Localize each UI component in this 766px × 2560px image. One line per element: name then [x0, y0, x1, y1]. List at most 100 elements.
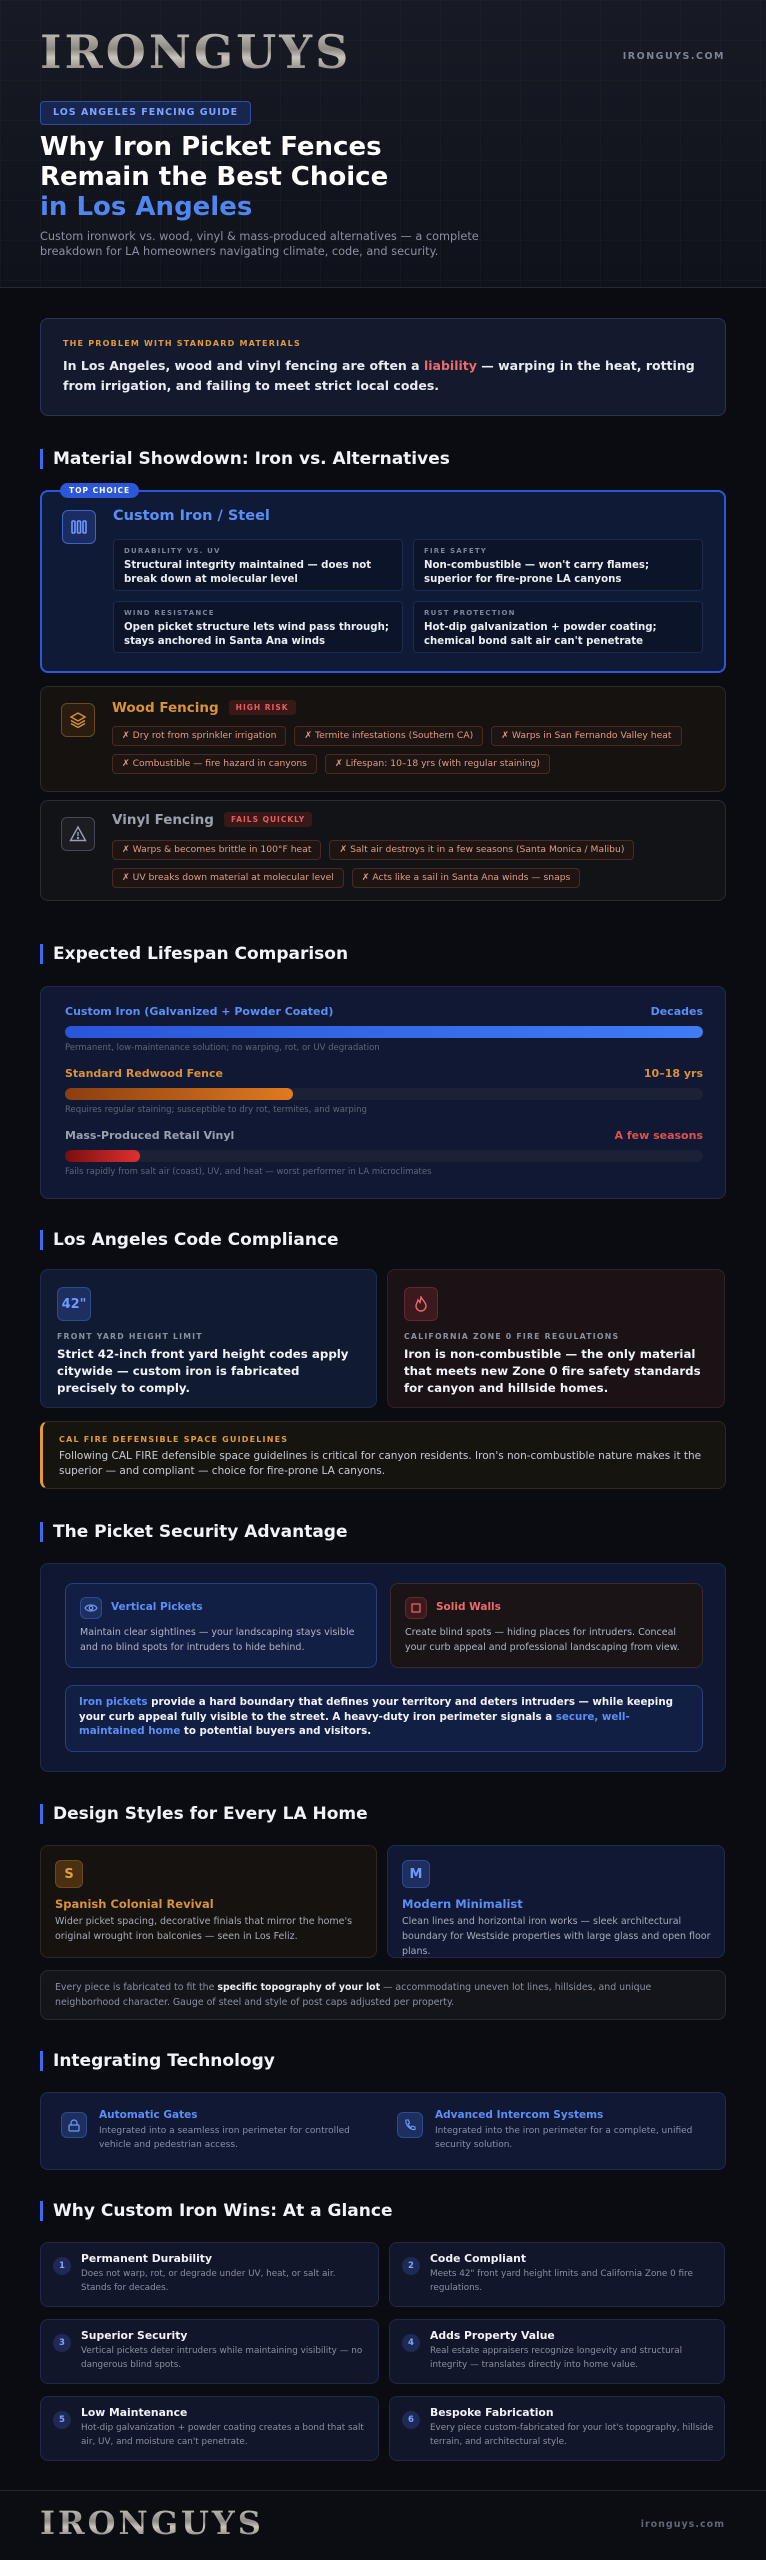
title-line: Why Iron Picket Fences [40, 132, 382, 162]
issue-pill: ✗ Salt air destroys it in a few seasons … [329, 840, 635, 860]
title: Why Iron Picket Fences Remain the Best C… [40, 132, 388, 222]
row-name: Mass-Produced Retail Vinyl [65, 1129, 235, 1142]
vinyl-icon [61, 817, 95, 851]
icon-graphic [415, 1296, 427, 1312]
cell-label: DURABILITY VS. UV [124, 547, 221, 555]
footer: IRONGUYS ironguys.com [0, 2490, 766, 2560]
icon-graphic [69, 825, 87, 842]
row-note: Fails rapidly from salt air (coast), UV,… [65, 1167, 432, 1177]
issue-list: ✗ Dry rot from sprinkler irrigation ✗ Ter… [112, 726, 712, 774]
lifespan-row: Standard Redwood Fence 10–18 yrs Requires … [65, 1067, 703, 1117]
row-name: Standard Redwood Fence [65, 1067, 223, 1080]
header: IRONGUYS IRONGUYS.COM LOS ANGELES FENCIN… [0, 0, 766, 288]
spanish-card: S Spanish Colonial Revival Wider picket … [40, 1845, 377, 1958]
card-title: Vertical Pickets [111, 1601, 203, 1613]
section-heading: Los Angeles Code Compliance [40, 1230, 339, 1250]
issue-pill: ✗ Warps in San Fernando Valley heat [491, 726, 682, 746]
bar-fill [65, 1150, 141, 1162]
title-line: in Los Angeles [40, 192, 253, 222]
height-card: 42" FRONT YARD HEIGHT LIMIT Strict 42-in… [40, 1269, 377, 1408]
item-text: Integrated into a seamless iron perimete… [99, 2126, 350, 2150]
cell-label: RUST PROTECTION [424, 609, 516, 617]
section-heading: Integrating Technology [40, 2051, 275, 2071]
vinyl-card: Vinyl Fencing FAILS QUICKLY ✗ Warps & bec… [40, 800, 726, 901]
bar-track [65, 1026, 703, 1038]
win-card: 1 Permanent Durability Does not warp, rot,… [40, 2242, 379, 2307]
material-name: Custom Iron / Steel [113, 508, 270, 524]
technology-panel: Automatic Gates Integrated into a seamle… [40, 2092, 726, 2170]
problem-text: In Los Angeles, wood and vinyl fencing a… [63, 356, 703, 396]
icon-shape [69, 825, 87, 842]
lifespan-row: Mass-Produced Retail Vinyl A few seasons F… [65, 1129, 703, 1179]
cell-text: Open picket structure lets wind pass thr… [124, 622, 389, 647]
bar-fill [65, 1026, 703, 1038]
win-text: Hot-dip galvanization + powder coating c… [81, 2423, 364, 2447]
fabrication-note: Every piece is fabricated to fit the spe… [40, 1970, 726, 2020]
feature-cell: FIRE SAFETY Non-combustible — won't carry… [413, 539, 703, 591]
icon-shape [69, 712, 87, 722]
footer-url: ironguys.com [640, 2519, 725, 2530]
icon-graphic [84, 1604, 98, 1612]
wood-icon [61, 703, 95, 737]
win-number: 6 [402, 2411, 420, 2429]
phone-icon [397, 2112, 423, 2138]
feature-cell: WIND RESISTANCE Open picket structure let… [113, 601, 403, 653]
lifespan-row: Custom Iron (Galvanized + Powder Coated)… [65, 1005, 703, 1055]
win-card: 3 Superior Security Vertical pickets deter… [40, 2319, 379, 2384]
highlight: specific topography of your lot [217, 1982, 381, 1993]
icon-shape [70, 722, 86, 729]
icon-shape [70, 2118, 78, 2125]
win-title: Adds Property Value [430, 2329, 555, 2342]
issue-pill: ✗ Lifespan: 10–18 yrs (with regular stai… [324, 754, 550, 774]
icon-shape [71, 520, 87, 534]
text: provide a hard boundary that defines you… [79, 1696, 674, 1723]
issue-pill: ✗ Dry rot from sprinkler irrigation [112, 726, 287, 746]
fire-card: CALIFORNIA ZONE 0 FIRE REGULATIONS Iron … [387, 1269, 725, 1408]
issue-list: ✗ Warps & becomes brittle in 100°F heat ✗… [112, 840, 712, 888]
win-card: 2 Code Compliant Meets 42" front yard heig… [389, 2242, 725, 2307]
logo: IRONGUYS [40, 25, 352, 79]
issue-pill: ✗ Combustible — fire hazard in canyons [112, 754, 317, 774]
text: — accommodating uneven lot lines, hillsi… [55, 1982, 652, 2008]
problem-label: THE PROBLEM WITH STANDARD MATERIALS [63, 339, 301, 348]
text: In Los Angeles, wood and vinyl fencing a… [63, 358, 424, 373]
icon-graphic [69, 712, 87, 729]
text: to potential buyers and visitors. [180, 1725, 372, 1737]
row-value: Decades [650, 1005, 703, 1018]
calfire-label: CAL FIRE DEFENSIBLE SPACE GUIDELINES [59, 1435, 289, 1444]
walls-card: Solid Walls Create blind spots — hiding … [390, 1583, 703, 1668]
card-title: Spanish Colonial Revival [55, 1897, 214, 1911]
text: — warping in the heat, rotting from irri… [63, 358, 695, 393]
win-card: 5 Low Maintenance Hot-dip galvanization + … [40, 2396, 379, 2461]
row-value: 10–18 yrs [643, 1067, 703, 1080]
win-title: Low Maintenance [81, 2406, 188, 2419]
row-note: Permanent, low-maintenance solution; no … [65, 1043, 380, 1053]
eye-icon [80, 1597, 102, 1619]
section-heading: Design Styles for Every LA Home [40, 1804, 368, 1824]
card-label: FRONT YARD HEIGHT LIMIT [57, 1332, 203, 1341]
calfire-text: Following CAL FIRE defensible space guid… [59, 1450, 702, 1477]
site-url: IRONGUYS.COM [622, 51, 725, 62]
icon-graphic [68, 2118, 80, 2132]
footer-logo: IRONGUYS [40, 2504, 264, 2542]
style-icon: M [402, 1860, 430, 1888]
win-number: 3 [53, 2334, 71, 2352]
icon-shape [405, 2119, 416, 2131]
subtitle: Custom ironwork vs. wood, vinyl & mass-p… [40, 230, 479, 258]
win-number: 5 [53, 2411, 71, 2429]
row-name: Custom Iron (Galvanized + Powder Coated) [65, 1005, 334, 1018]
issue-pill: ✗ UV breaks down material at molecular l… [112, 868, 344, 888]
bar-track [65, 1150, 703, 1162]
card-text: Maintain clear sightlines — your landsca… [80, 1627, 355, 1653]
iron-card: TOP CHOICE Custom Iron / Steel DURABILIT… [40, 483, 726, 673]
item-title: Automatic Gates [99, 2109, 198, 2121]
win-number: 4 [402, 2334, 420, 2352]
modern-card: M Modern Minimalist Clean lines and hori… [387, 1845, 725, 1958]
wall-icon [405, 1597, 427, 1619]
height-icon: 42" [57, 1287, 91, 1321]
cell-label: WIND RESISTANCE [124, 609, 215, 617]
win-title: Bespoke Fabrication [430, 2406, 554, 2419]
problem-box: THE PROBLEM WITH STANDARD MATERIALS In L… [40, 318, 726, 416]
